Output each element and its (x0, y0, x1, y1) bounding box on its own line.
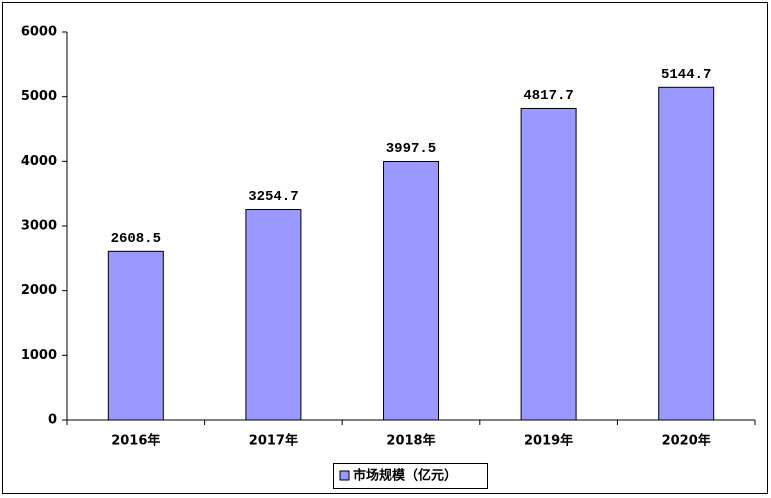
x-tick-label: 2019年 (524, 433, 573, 449)
bar (520, 107, 577, 421)
x-tick-label: 2016年 (111, 433, 160, 449)
y-tick-label: 0 (48, 413, 57, 428)
value-label: 5144.7 (661, 67, 711, 83)
legend-box (333, 463, 488, 489)
value-label: 2608.5 (111, 231, 161, 247)
legend-swatch (339, 470, 350, 481)
x-tick-label: 2017年 (249, 433, 298, 449)
value-label: 3254.7 (248, 189, 298, 205)
y-tick-label: 3000 (21, 219, 57, 234)
y-tick-label: 4000 (21, 154, 57, 169)
bar (245, 209, 302, 421)
y-tick-label: 1000 (21, 348, 57, 363)
bar (107, 250, 164, 421)
legend-label: 市场规模（亿元） (353, 468, 457, 484)
value-label: 4817.7 (523, 88, 573, 104)
value-label: 3997.5 (386, 141, 436, 157)
bar (658, 86, 715, 421)
bar (383, 160, 439, 421)
y-tick-label: 2000 (21, 283, 57, 298)
y-tick-label: 6000 (21, 25, 57, 40)
x-tick-label: 2018年 (386, 433, 435, 449)
x-tick-label: 2020年 (662, 433, 711, 449)
y-tick-label: 5000 (21, 89, 57, 104)
